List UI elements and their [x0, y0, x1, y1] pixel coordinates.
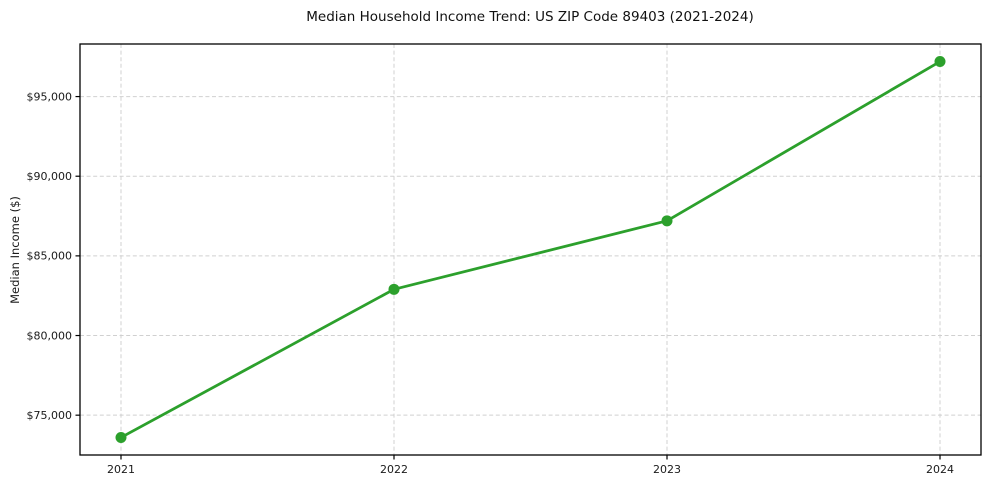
x-tick-label: 2024 — [926, 463, 954, 476]
y-tick-label: $75,000 — [27, 409, 73, 422]
series-layer — [115, 56, 946, 443]
chart-title: Median Household Income Trend: US ZIP Co… — [306, 9, 754, 25]
x-tick-label: 2022 — [380, 463, 408, 476]
y-tick-label: $80,000 — [27, 329, 73, 342]
data-point-marker — [661, 215, 673, 227]
y-tick-label: $95,000 — [27, 90, 73, 103]
y-tick-label: $85,000 — [27, 250, 73, 263]
plot-border — [79, 43, 982, 456]
x-tick-label: 2021 — [107, 463, 135, 476]
axes-layer: $75,000 $80,000 $85,000 $90,000 $95,000 2021 2… — [27, 43, 982, 476]
trend-line — [119, 60, 942, 439]
data-point-marker — [388, 283, 400, 295]
gridlines-layer — [80, 44, 981, 455]
y-tick-label: $90,000 — [27, 170, 73, 183]
data-point-marker — [115, 431, 127, 443]
y-axis-label: Median Income ($) — [8, 196, 22, 304]
x-tick-label: 2023 — [653, 463, 681, 476]
data-point-marker — [934, 56, 946, 68]
